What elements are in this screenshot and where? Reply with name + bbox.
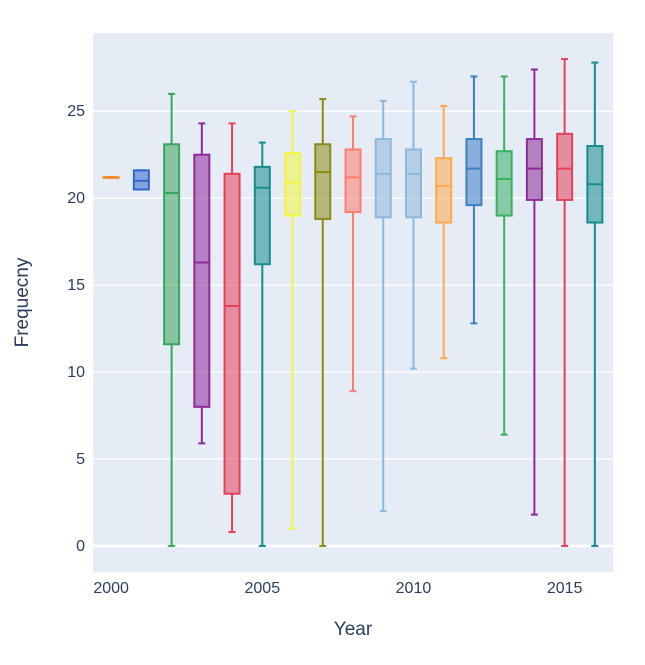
box-2005 <box>253 141 271 547</box>
box-2012 <box>465 75 483 325</box>
box-2013 <box>495 75 513 436</box>
iqr-box <box>163 143 181 346</box>
y-axis-title: Frequecny <box>12 257 33 347</box>
y-tick-label: 5 <box>76 451 85 468</box>
iqr-box <box>374 138 392 219</box>
iqr-box <box>253 165 271 266</box>
box-2014 <box>525 68 543 516</box>
iqr-box <box>314 143 332 221</box>
box-series <box>102 58 604 547</box>
box-2015 <box>556 58 574 547</box>
box-2011 <box>435 105 453 360</box>
y-tick-label: 20 <box>67 190 85 207</box>
box-2002 <box>163 92 181 547</box>
x-tick-label: 2005 <box>245 580 281 597</box>
x-axis-title: Year <box>334 619 373 640</box>
iqr-box <box>223 172 241 495</box>
x-tick-label: 2000 <box>93 580 129 597</box>
box-2016 <box>586 61 604 547</box>
box-2007 <box>314 98 332 547</box>
iqr-box <box>556 132 574 201</box>
y-tick-label: 10 <box>67 364 85 381</box>
iqr-box <box>435 157 453 224</box>
iqr-box <box>404 148 422 219</box>
y-tick-label: 25 <box>67 103 85 120</box>
box-2004 <box>223 122 241 534</box>
y-tick-label: 0 <box>76 538 85 555</box>
x-tick-label: 2010 <box>396 580 432 597</box>
box-2006 <box>284 110 302 530</box>
iqr-box <box>465 138 483 207</box>
y-axis-ticks: 0 5 10 15 20 25 <box>67 103 85 555</box>
x-axis-ticks: 2000 2005 2010 2015 <box>93 580 582 597</box>
iqr-box <box>193 153 211 408</box>
box-2001 <box>132 169 150 191</box>
iqr-box <box>344 148 362 214</box>
iqr-box <box>495 150 513 217</box>
box-2003 <box>193 122 211 445</box>
box-2009 <box>374 99 392 513</box>
iqr-box <box>284 151 302 217</box>
box-2008 <box>344 115 362 393</box>
y-tick-label: 15 <box>67 277 85 294</box>
box-2000 <box>102 176 120 179</box>
x-tick-label: 2015 <box>547 580 583 597</box>
box-2010 <box>404 80 422 370</box>
